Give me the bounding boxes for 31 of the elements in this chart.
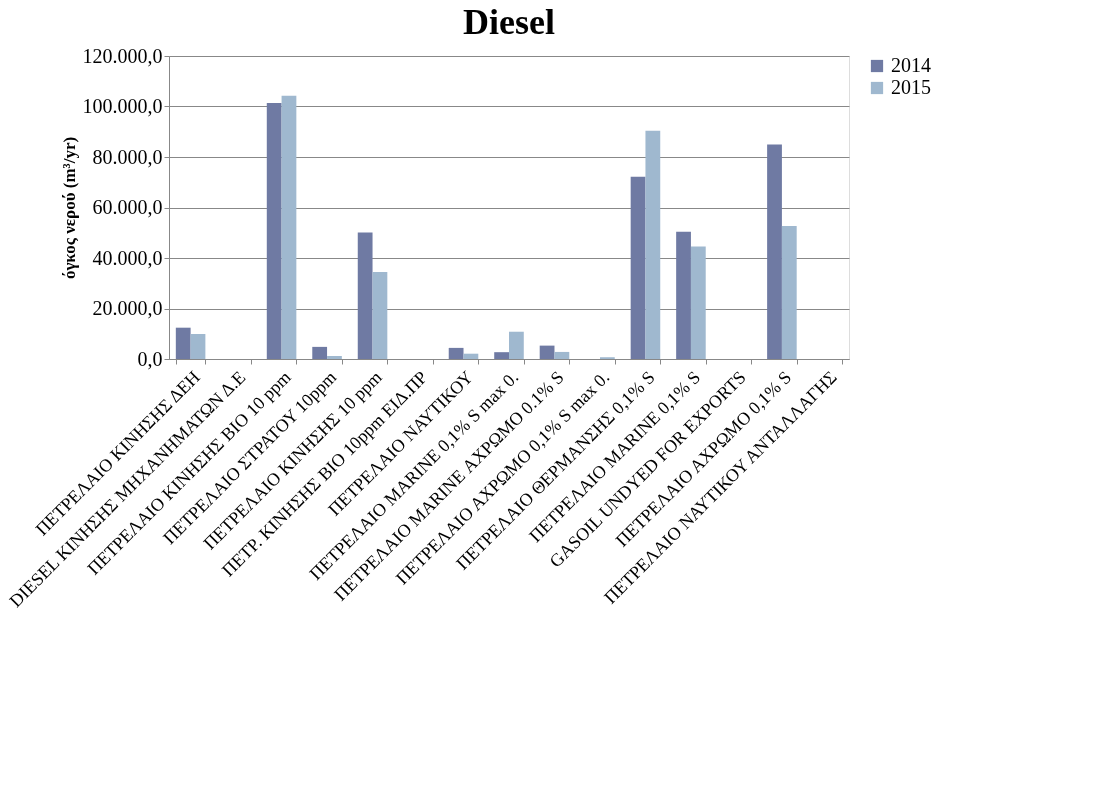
bar [676,231,691,359]
bar [690,246,706,359]
legend-label: 2014 [891,54,931,76]
y-tick-label: 40.000,0 [92,246,163,269]
bar [327,355,342,359]
bar [266,102,282,359]
y-tick-label: 0,0 [137,347,163,370]
bar [554,351,570,359]
bar [494,352,509,359]
bar [781,225,797,359]
legend-label: 2015 [891,76,931,98]
y-tick-label: 60.000,0 [92,196,163,218]
bar [539,345,555,359]
y-tick-label: 20.000,0 [92,297,163,319]
y-tick-label: 120.000,0 [82,44,163,67]
bar [630,176,646,359]
bar [767,144,782,359]
bar [175,327,191,359]
chart-title: Diesel [463,2,555,42]
bar [190,334,206,359]
bar [509,331,524,359]
y-tick-label: 80.000,0 [92,145,163,168]
bar [645,130,661,359]
bar [372,271,388,359]
bar [312,346,328,359]
y-tick-label: 100.000,0 [82,95,163,117]
bar [463,353,479,359]
bar [281,95,297,359]
bar [448,347,464,359]
bar [357,232,373,359]
y-axis-title: όγκος νερού (m³/yr) [59,136,79,280]
